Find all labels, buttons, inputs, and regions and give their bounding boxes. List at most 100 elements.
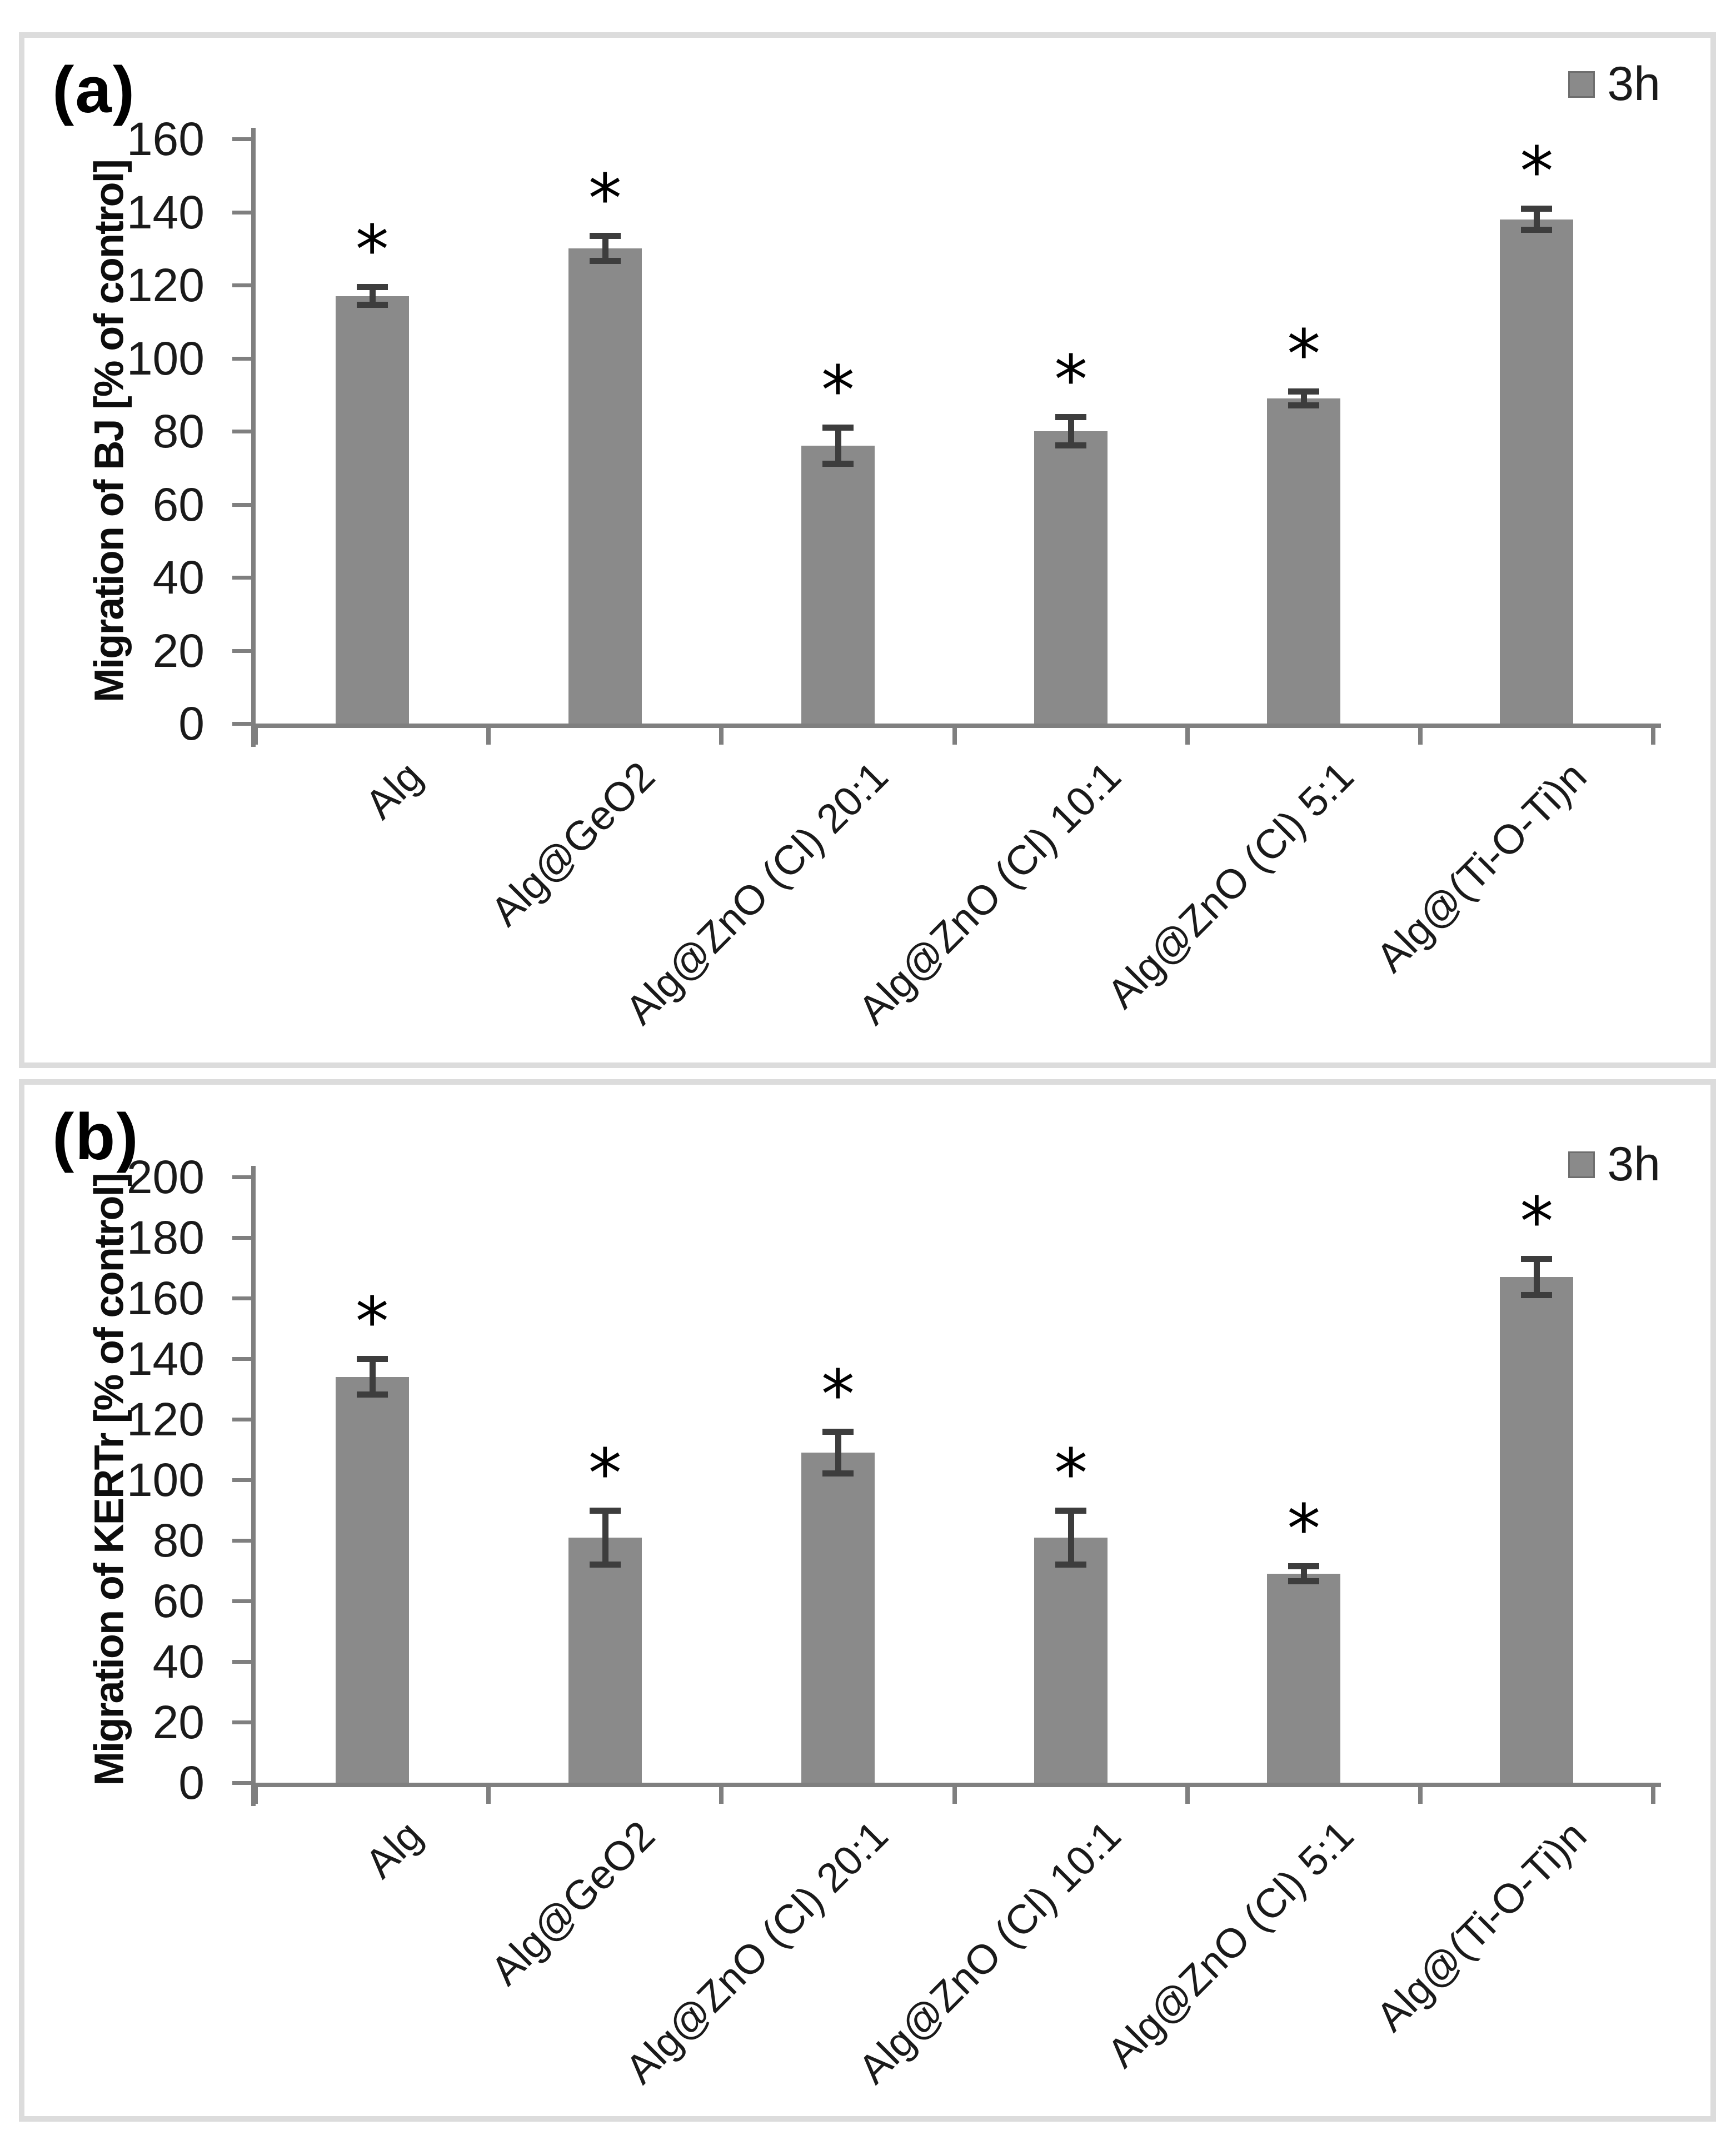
x-tick-mark (1185, 728, 1190, 745)
error-bar-cap-bottom (356, 302, 388, 308)
x-tick-mark (1185, 1787, 1190, 1804)
legend-swatch-icon (1568, 71, 1595, 98)
y-tick-label: 120 (126, 259, 204, 311)
x-tick-mark (719, 1787, 724, 1804)
significance-asterisk: * (1054, 1435, 1088, 1513)
error-bar-line (835, 427, 841, 465)
y-tick-mark (232, 1236, 251, 1240)
bar (1500, 1276, 1574, 1783)
error-bar-line (1301, 391, 1308, 406)
significance-asterisk: * (821, 352, 855, 430)
y-tick-label: 80 (152, 405, 204, 457)
x-tick-mark (253, 1787, 258, 1804)
error-bar-cap-bottom (589, 258, 621, 265)
y-tick-label: 160 (126, 113, 204, 165)
y-tick-mark (232, 1539, 251, 1543)
y-tick-mark (232, 137, 251, 141)
error-bar-cap-top (822, 1428, 854, 1435)
y-tick-label: 40 (152, 1635, 204, 1688)
significance-asterisk: * (355, 212, 389, 290)
x-tick-label: Alg@ZnO (Cl) 20:1 (616, 752, 897, 1034)
x-tick-mark (1418, 1787, 1423, 1804)
error-bar-cap-top (589, 233, 621, 240)
bar (801, 1452, 875, 1783)
y-tick-label: 60 (152, 478, 204, 531)
error-bar-line (369, 287, 376, 306)
error-bar-line (1534, 208, 1540, 231)
y-tick-mark (232, 1720, 251, 1724)
x-tick-label: Alg@GeO2 (482, 1812, 664, 1994)
error-bar-cap-bottom (1521, 1291, 1553, 1298)
y-tick-mark (232, 430, 251, 433)
significance-asterisk: * (588, 1435, 622, 1513)
error-bar-cap-bottom (1055, 1561, 1087, 1568)
panel-a-legend: 3h (1568, 57, 1660, 112)
error-bar-cap-top (1288, 388, 1320, 395)
y-tick-mark (232, 1357, 251, 1361)
panel-a-label: (a) (52, 53, 136, 127)
y-tick-mark (232, 1599, 251, 1603)
y-tick-mark (232, 1418, 251, 1421)
x-tick-label: Alg@ZnO (Cl) 10:1 (849, 752, 1130, 1034)
y-tick-mark (232, 1781, 251, 1785)
x-tick-label: Alg@(Ti-O-Ti)n (1367, 1812, 1595, 2040)
bar (1500, 219, 1574, 724)
y-tick-mark (232, 210, 251, 215)
error-bar-cap-top (1055, 1507, 1087, 1514)
x-tick-label: Alg (356, 1812, 431, 1887)
significance-asterisk: * (1520, 1184, 1554, 1261)
y-tick-label: 100 (126, 332, 204, 385)
plot-area-a: 0 20 40 60 80 100 120 140 160 * Alg * Alg@GeO2 * Alg@Z… (24, 38, 1710, 1062)
y-tick-label: 20 (152, 1696, 204, 1748)
significance-asterisk: * (1054, 341, 1088, 419)
panel-b: (b) 3h Migration of KERTr [% of control]… (19, 1079, 1716, 2122)
bar (335, 1376, 409, 1783)
y-tick-mark (232, 576, 251, 580)
error-bar-line (602, 236, 608, 262)
x-tick-label: Alg@GeO2 (482, 752, 664, 935)
panel-b-label: (b) (52, 1100, 139, 1174)
bar (568, 1537, 642, 1783)
bar (1267, 1573, 1341, 1783)
error-bar-line (1068, 1510, 1075, 1565)
error-bar-cap-bottom (1288, 1578, 1320, 1584)
x-tick-mark (952, 728, 957, 745)
significance-asterisk: * (355, 1284, 389, 1361)
y-tick-label: 0 (178, 1757, 204, 1809)
error-bar-cap-bottom (822, 1470, 854, 1477)
error-bar-cap-top (1288, 1563, 1320, 1570)
y-tick-mark (232, 722, 251, 726)
x-tick-mark (1418, 728, 1423, 745)
y-tick-label: 0 (178, 697, 204, 750)
x-tick-label: Alg@ZnO (Cl) 20:1 (616, 1812, 897, 2093)
y-tick-label: 180 (126, 1211, 204, 1264)
error-bar-cap-top (1055, 413, 1087, 420)
x-tick-label: Alg@(Ti-O-Ti)n (1367, 752, 1595, 981)
error-bar-line (1068, 416, 1075, 446)
x-tick-label: Alg (356, 752, 431, 828)
bar (1267, 398, 1341, 724)
y-tick-mark (232, 1478, 251, 1482)
error-bar-cap-top (356, 284, 388, 291)
error-bar-cap-top (822, 425, 854, 431)
x-tick-label: Alg@ZnO (Cl) 10:1 (849, 1812, 1130, 2093)
error-bar-line (835, 1431, 841, 1474)
x-axis-line (251, 1783, 1661, 1787)
y-tick-label: 140 (126, 186, 204, 238)
significance-asterisk: * (1287, 316, 1321, 393)
y-tick-label: 140 (126, 1333, 204, 1385)
legend-label: 3h (1607, 1138, 1660, 1191)
y-tick-label: 80 (152, 1514, 204, 1567)
error-bar-line (1301, 1566, 1308, 1582)
y-tick-label: 100 (126, 1454, 204, 1506)
y-tick-mark (232, 1296, 251, 1300)
y-axis-line (251, 1166, 256, 1806)
bar (1034, 1537, 1108, 1783)
error-bar-cap-bottom (589, 1561, 621, 1568)
error-bar-cap-bottom (1055, 442, 1087, 449)
significance-asterisk: * (588, 161, 622, 238)
error-bar-cap-top (1521, 1256, 1553, 1263)
bar (568, 248, 642, 724)
bar (335, 296, 409, 724)
panel-b-legend: 3h (1568, 1137, 1660, 1192)
